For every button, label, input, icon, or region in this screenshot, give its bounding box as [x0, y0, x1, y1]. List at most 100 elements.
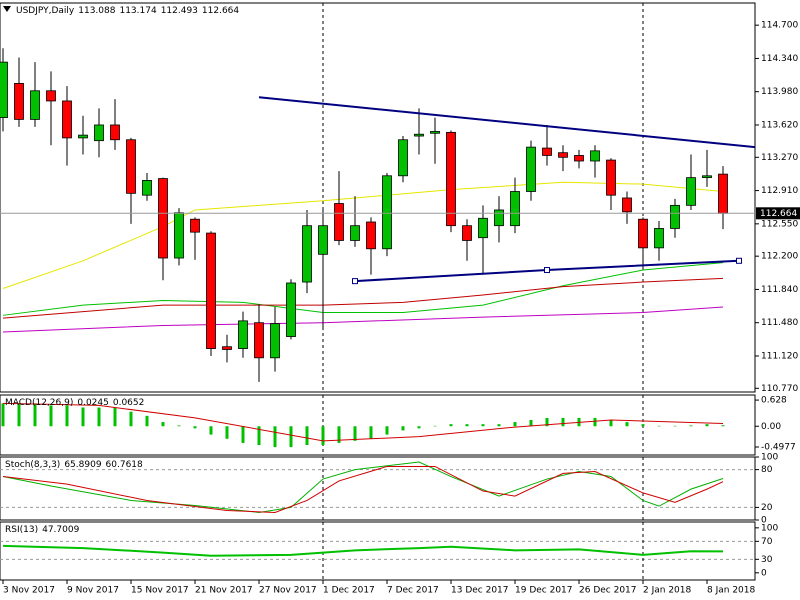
- trendline-anchor: [544, 267, 550, 274]
- histogram-bar: [593, 417, 597, 427]
- trendline: [258, 96, 756, 149]
- panel-header: MACD(12,26,9) 0.0245 0.0652: [5, 398, 144, 408]
- indicator-line: [2, 544, 724, 557]
- histogram-bar: [561, 417, 565, 427]
- y-tick-label: 113.270: [761, 153, 798, 163]
- candle-body: [222, 346, 232, 350]
- candle-body: [494, 209, 504, 227]
- y-tick-label: 110.770: [761, 384, 798, 394]
- candle-body: [574, 155, 584, 162]
- histogram-bar: [257, 426, 261, 445]
- histogram-bar: [209, 426, 213, 435]
- histogram-bar: [97, 407, 101, 427]
- moving-average: [2, 306, 724, 333]
- x-tick-label: 8 Jan 2018: [707, 586, 755, 596]
- candle-body: [478, 217, 488, 239]
- candle-body: [254, 322, 264, 359]
- candle-body: [590, 150, 600, 162]
- header-value: 112.664: [202, 6, 239, 16]
- histogram-bar: [145, 415, 149, 427]
- candle-body: [158, 178, 168, 259]
- candle-body: [286, 282, 296, 337]
- candle-body: [446, 131, 456, 227]
- histogram-bar: [673, 425, 677, 427]
- histogram-bar: [513, 422, 517, 427]
- panel-frame: [0, 456, 756, 521]
- candle-body: [78, 134, 88, 139]
- histogram-bar: [289, 426, 293, 448]
- candle-body: [126, 139, 136, 194]
- indicator-line: [2, 461, 724, 513]
- trendline-anchor: [352, 278, 358, 285]
- candle-body: [302, 225, 312, 283]
- y-tick-label: 0.628: [761, 396, 787, 406]
- x-tick-label: 27 Nov 2017: [259, 586, 317, 596]
- histogram-bar: [529, 420, 533, 427]
- candle-body: [654, 228, 664, 249]
- y-tick-label: 100: [761, 523, 778, 533]
- histogram-bar: [481, 424, 485, 427]
- y-tick-label: 114.340: [761, 54, 798, 64]
- histogram-bar: [689, 425, 693, 427]
- candle-body: [62, 100, 72, 139]
- candle-body: [110, 124, 120, 141]
- candle-body: [350, 225, 360, 241]
- histogram-bar: [33, 403, 37, 427]
- candle-body: [718, 173, 728, 214]
- x-tick-label: 15 Nov 2017: [131, 586, 189, 596]
- header-value: 60.7618: [106, 460, 143, 470]
- moving-average: [2, 262, 724, 316]
- candle-body: [542, 147, 552, 156]
- candle-body: [430, 131, 440, 134]
- histogram-bar: [337, 426, 341, 443]
- candle-body: [606, 159, 616, 196]
- histogram-bar: [609, 420, 613, 427]
- x-tick-label: 1 Dec 2017: [323, 586, 375, 596]
- candle-body: [206, 232, 216, 349]
- x-tick-label: 26 Dec 2017: [579, 586, 637, 596]
- histogram-bar: [321, 426, 325, 445]
- panel-frame: [0, 521, 756, 581]
- x-tick-label: 3 Nov 2017: [3, 586, 55, 596]
- y-tick-label: 0: [761, 568, 767, 578]
- candle-body: [462, 225, 472, 241]
- header-value: 112.493: [161, 6, 198, 16]
- x-tick-label: 13 Dec 2017: [451, 586, 509, 596]
- y-tick-label: 111.840: [761, 285, 798, 295]
- candle-body: [30, 90, 40, 120]
- header-value: USDJPY,Daily: [16, 6, 75, 16]
- y-tick-label: 100: [761, 453, 778, 463]
- panel-header: USDJPY,Daily 113.088 113.174 112.493 112.664: [16, 6, 239, 16]
- header-value: 0.0652: [113, 398, 145, 408]
- header-value: RSI(13): [5, 525, 38, 535]
- header-value: 47.7009: [42, 525, 79, 535]
- signal-line: [2, 402, 724, 442]
- y-tick-label: 20: [761, 503, 773, 513]
- candle-body: [238, 320, 248, 349]
- histogram-bar: [417, 426, 421, 429]
- price-tag-label: 112.664: [760, 209, 797, 219]
- candle-body: [366, 221, 376, 250]
- histogram-bar: [545, 417, 549, 427]
- y-tick-label: 30: [761, 555, 773, 565]
- candle-body: [334, 203, 344, 241]
- candle-body: [638, 218, 648, 249]
- candle-body: [398, 139, 408, 177]
- x-tick-label: 2 Jan 2018: [643, 586, 691, 596]
- candle-body: [686, 177, 696, 206]
- y-tick-label: 112.550: [761, 219, 798, 229]
- candle-body: [558, 152, 568, 158]
- x-tick-label: 7 Dec 2017: [387, 586, 439, 596]
- y-tick-label: 111.480: [761, 318, 798, 328]
- y-tick-label: 112.200: [761, 252, 798, 262]
- candle-body: [46, 90, 56, 102]
- panel-frame: [0, 394, 756, 456]
- histogram-bar: [625, 422, 629, 427]
- candle-body: [270, 323, 280, 359]
- histogram-bar: [657, 425, 661, 427]
- collapse-arrow: [3, 6, 11, 12]
- candle-body: [94, 124, 104, 142]
- histogram-bar: [641, 424, 645, 427]
- y-tick-label: 80: [761, 465, 773, 475]
